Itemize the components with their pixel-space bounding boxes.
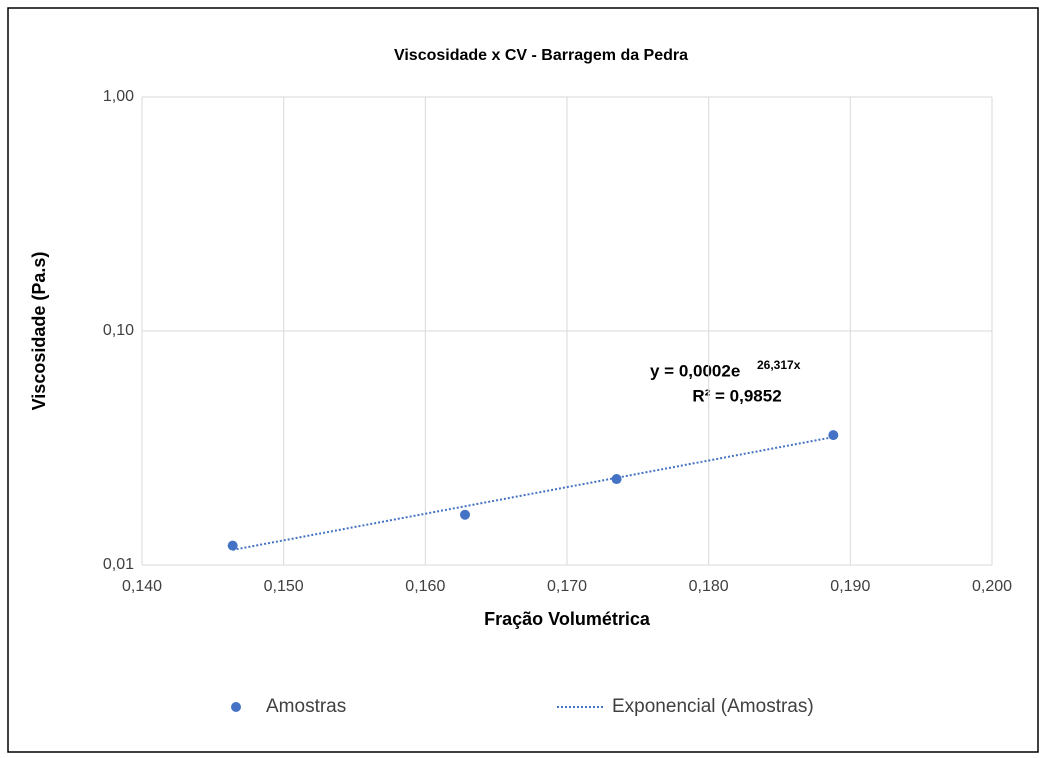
x-tick-label: 0,140 — [122, 578, 162, 595]
chart-title: Viscosidade x CV - Barragem da Pedra — [394, 47, 688, 64]
point — [611, 474, 622, 485]
y-tick-label: 0,01 — [103, 556, 134, 573]
trendline — [232, 436, 834, 551]
x-tick-label: 0,160 — [405, 578, 445, 595]
x-tick-label: 0,200 — [972, 578, 1012, 595]
y-tick-label: 0,10 — [103, 322, 134, 339]
point — [227, 540, 238, 551]
chart-border — [7, 7, 1039, 753]
y-tick-label: 1,00 — [103, 88, 134, 105]
x-axis-title: Fração Volumétrica — [484, 609, 651, 629]
point — [460, 509, 470, 520]
point — [828, 430, 839, 441]
legend-marker — [231, 702, 241, 712]
x-tick-label: 0,190 — [830, 578, 870, 595]
x-tick-label: 0,150 — [264, 578, 304, 595]
legend-label: Exponencial (Amostras) — [612, 696, 814, 717]
x-tick-label: 0,170 — [547, 578, 587, 595]
x-tick-label: 0,180 — [689, 578, 729, 595]
r-squared: R² = 0,9852 — [692, 386, 781, 405]
legend-label: Amostras — [266, 696, 346, 717]
equation-exponent: 26,317x — [757, 358, 801, 372]
equation: y = 0,0002e — [650, 361, 740, 380]
y-axis-title: Viscosidade (Pa.s) — [29, 252, 49, 411]
